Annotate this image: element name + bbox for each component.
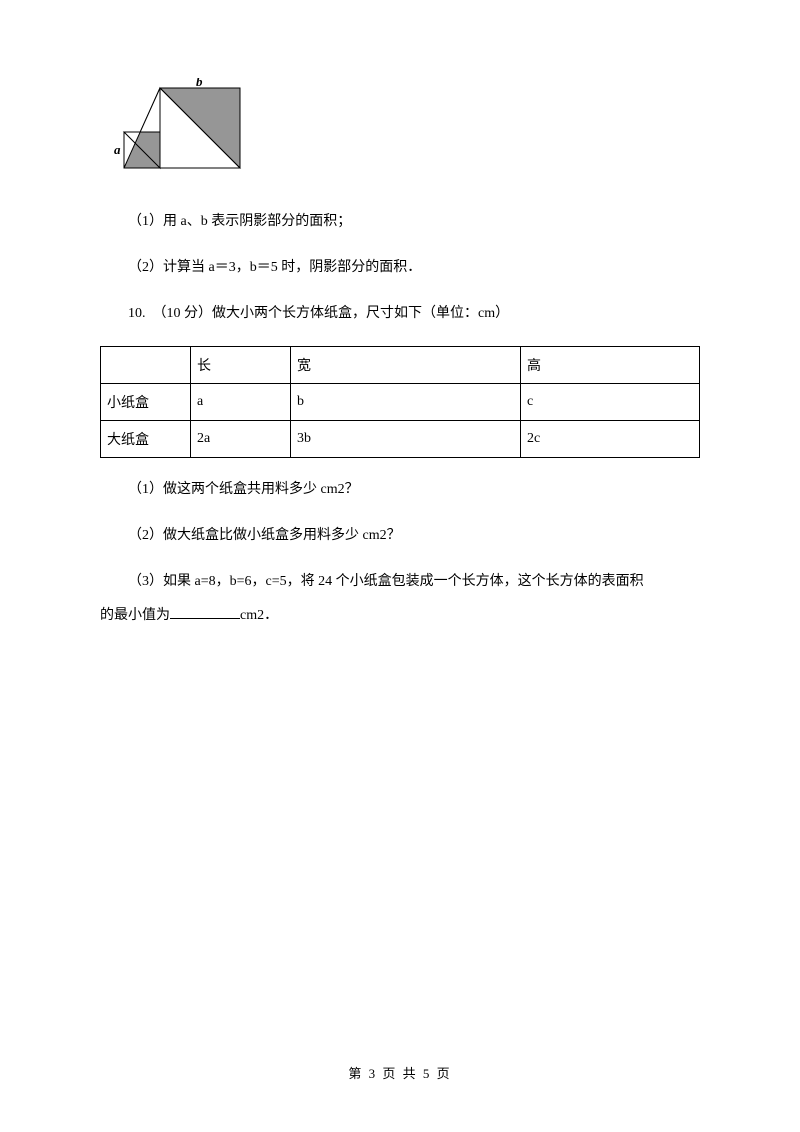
sub3-suffix: cm2．	[240, 608, 278, 623]
answer-blank[interactable]	[170, 605, 240, 619]
table-cell: 小纸盒	[101, 384, 191, 421]
page-footer: 第 3 页 共 5 页	[0, 1063, 800, 1082]
question-10-intro: 10. （10 分）做大小两个长方体纸盒，尺寸如下（单位：cm）	[100, 300, 700, 328]
table-cell	[101, 347, 191, 384]
table-cell: 高	[521, 347, 700, 384]
sub-question-3b: 的最小值为 cm2．	[100, 602, 700, 630]
table-cell: 宽	[291, 347, 521, 384]
table-row: 大纸盒 2a 3b 2c	[101, 421, 700, 458]
geometry-diagram: b a	[110, 78, 700, 178]
table-cell: 2a	[191, 421, 291, 458]
table-cell: b	[291, 384, 521, 421]
label-b: b	[196, 78, 203, 89]
question-2: （2）计算当 a＝3，b＝5 时，阴影部分的面积．	[100, 254, 700, 282]
table-row: 小纸盒 a b c	[101, 384, 700, 421]
table-cell: 长	[191, 347, 291, 384]
table-cell: 3b	[291, 421, 521, 458]
question-1: （1）用 a、b 表示阴影部分的面积；	[100, 208, 700, 236]
table-cell: a	[191, 384, 291, 421]
table-cell: c	[521, 384, 700, 421]
table-cell: 2c	[521, 421, 700, 458]
sub-question-2: （2）做大纸盒比做小纸盒多用料多少 cm2？	[100, 522, 700, 550]
dimensions-table: 长 宽 高 小纸盒 a b c 大纸盒 2a 3b 2c	[100, 346, 700, 458]
table-cell: 大纸盒	[101, 421, 191, 458]
label-a: a	[114, 142, 121, 157]
sub-question-1: （1）做这两个纸盒共用料多少 cm2？	[100, 476, 700, 504]
sub-question-3a: （3）如果 a=8，b=6，c=5，将 24 个小纸盒包装成一个长方体，这个长方…	[100, 568, 700, 596]
table-row: 长 宽 高	[101, 347, 700, 384]
sub3-prefix: 的最小值为	[100, 608, 170, 623]
